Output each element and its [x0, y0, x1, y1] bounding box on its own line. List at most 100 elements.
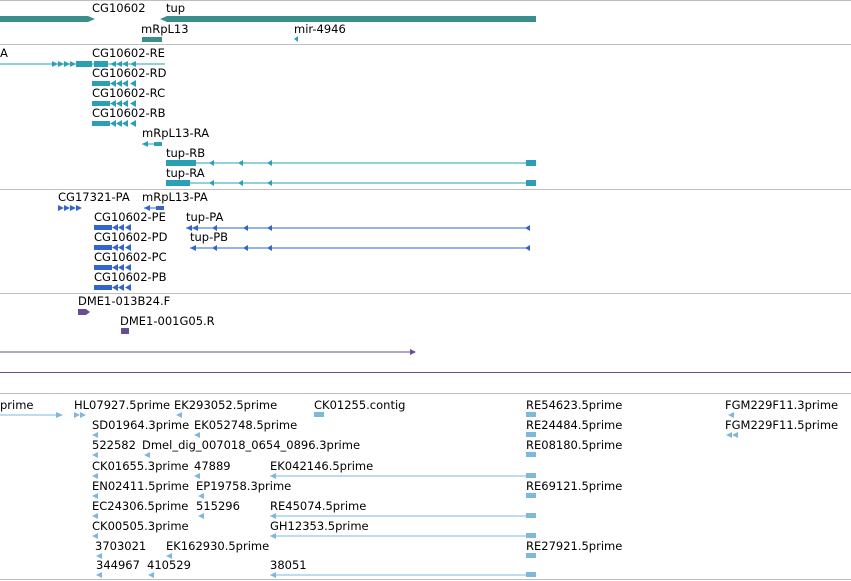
est-label[interactable]: CK01655.3prime [92, 459, 189, 473]
est-label[interactable]: Dmel_dig_007018_0654_0896.3prime [142, 438, 361, 452]
est-block[interactable] [314, 412, 324, 417]
arrow-icon [110, 80, 116, 87]
arrow-icon [92, 452, 98, 458]
gene-tup[interactable] [167, 16, 536, 22]
est-label[interactable]: EC24306.5prime [92, 499, 189, 513]
est-block[interactable] [526, 493, 536, 498]
exon[interactable] [92, 81, 110, 86]
exon[interactable] [94, 285, 112, 290]
protein-label[interactable]: CG10602-PD [94, 230, 168, 244]
arrow-icon [58, 205, 64, 211]
arrow-icon [243, 245, 248, 251]
est-label[interactable]: 47889 [194, 459, 231, 473]
gene-label-mrpl13[interactable]: mRpL13 [141, 22, 189, 36]
clone-label[interactable]: DME1-013B24.F [78, 294, 171, 308]
est-label[interactable]: CK00505.3prime [92, 519, 189, 533]
exon[interactable] [94, 265, 112, 270]
arrow-icon [125, 224, 131, 231]
arrow-icon [70, 61, 76, 67]
protein-label[interactable]: CG10602-PE [94, 210, 166, 224]
est-label[interactable]: RE08180.5prime [526, 438, 623, 452]
est-label[interactable]: FGM229F11.5prime [725, 418, 839, 432]
est-block[interactable] [526, 432, 536, 437]
gene-label-mir-4946[interactable]: mir-4946 [294, 22, 346, 36]
transcript-label-partial[interactable]: A [0, 46, 8, 60]
protein-label[interactable]: CG10602-PC [94, 250, 167, 264]
est-label[interactable]: RE54623.5prime [526, 398, 623, 412]
est-block[interactable] [526, 473, 536, 478]
exon[interactable] [156, 206, 164, 210]
est-block[interactable] [526, 553, 536, 558]
transcript-label[interactable]: tup-RB [166, 146, 206, 160]
exon[interactable] [94, 245, 112, 250]
gene-mir-4946[interactable] [294, 36, 298, 42]
est-label[interactable]: 522582 [92, 438, 136, 452]
est-label[interactable]: 515296 [196, 499, 240, 513]
est-block[interactable] [526, 412, 536, 417]
est-label[interactable]: 344967 [96, 558, 140, 572]
protein-label[interactable]: tup-PA [186, 210, 224, 224]
est-label[interactable]: EK042146.5prime [270, 459, 374, 473]
arrow-icon [118, 244, 124, 251]
est-label[interactable]: 38051 [270, 558, 307, 572]
est-label[interactable]: EK052748.5prime [194, 418, 298, 432]
exon[interactable] [166, 160, 196, 166]
transcript-label[interactable]: CG10602-RD [92, 66, 167, 80]
arrow-icon [212, 225, 217, 231]
transcript-label[interactable]: CG10602-RB [92, 106, 166, 120]
est-label[interactable]: RE45074.5prime [270, 499, 367, 513]
clone-dme1-001g05-r[interactable] [121, 328, 129, 334]
transcript-label[interactable]: CG10602-RE [92, 46, 165, 60]
est-label[interactable]: FGM229F11.3prime [725, 398, 839, 412]
est-label[interactable]: 410529 [147, 558, 191, 572]
transcript-label[interactable]: tup-RA [166, 166, 205, 180]
est-label[interactable]: prime [0, 398, 34, 412]
est-label[interactable]: GH12353.5prime [270, 519, 369, 533]
exon[interactable] [92, 121, 110, 126]
protein-label[interactable]: CG10602-PB [94, 270, 167, 284]
est-label[interactable]: 3703021 [95, 539, 147, 553]
exon[interactable] [92, 101, 110, 106]
transcript-track [0, 61, 536, 186]
est-label[interactable]: EK293052.5prime [174, 398, 278, 412]
protein-label[interactable]: CG17321-PA [58, 190, 130, 204]
arrow-icon [212, 245, 217, 251]
est-label[interactable]: HL07927.5prime [74, 398, 171, 412]
exon[interactable] [94, 61, 108, 67]
arrow-icon [96, 572, 102, 578]
est-label[interactable]: CK01255.contig [314, 398, 406, 412]
est-label[interactable]: EP19758.3prime [196, 479, 292, 493]
exon[interactable] [154, 142, 162, 146]
gene-cg10602[interactable] [0, 16, 88, 22]
est-label[interactable]: RE69121.5prime [526, 479, 623, 493]
arrow-icon [96, 553, 102, 559]
arrow-icon [92, 513, 98, 519]
clone-dme1-013b24-f[interactable] [78, 309, 90, 315]
protein-label[interactable]: mRpL13-PA [142, 190, 208, 204]
est-block[interactable] [526, 533, 536, 538]
est-block[interactable] [526, 572, 536, 577]
est-label[interactable]: RE27921.5prime [526, 539, 623, 553]
exon[interactable] [166, 180, 190, 186]
clone-label[interactable]: DME1-001G05.R [120, 314, 215, 328]
gene-mrpl13[interactable] [142, 37, 162, 42]
est-label[interactable]: RE24484.5prime [526, 418, 623, 432]
exon[interactable] [526, 160, 536, 166]
track-separator [0, 579, 851, 580]
exon[interactable] [76, 61, 92, 67]
est-label[interactable]: EN02411.5prime [92, 479, 189, 493]
arrow-icon [728, 412, 734, 418]
transcript-label[interactable]: mRpL13-RA [142, 126, 210, 140]
gene-label-cg10602[interactable]: CG10602 [92, 1, 146, 15]
gene-tup-start [160, 16, 167, 22]
est-label[interactable]: SD01964.3prime [92, 418, 190, 432]
transcript-label[interactable]: CG10602-RC [92, 86, 166, 100]
est-block[interactable] [526, 452, 536, 457]
exon[interactable] [94, 225, 112, 230]
est-block[interactable] [526, 513, 536, 518]
est-label[interactable]: EK162930.5prime [166, 539, 270, 553]
exon[interactable] [526, 180, 536, 186]
gene-label-tup[interactable]: tup [166, 1, 186, 15]
protein-label[interactable]: tup-PB [190, 230, 229, 244]
